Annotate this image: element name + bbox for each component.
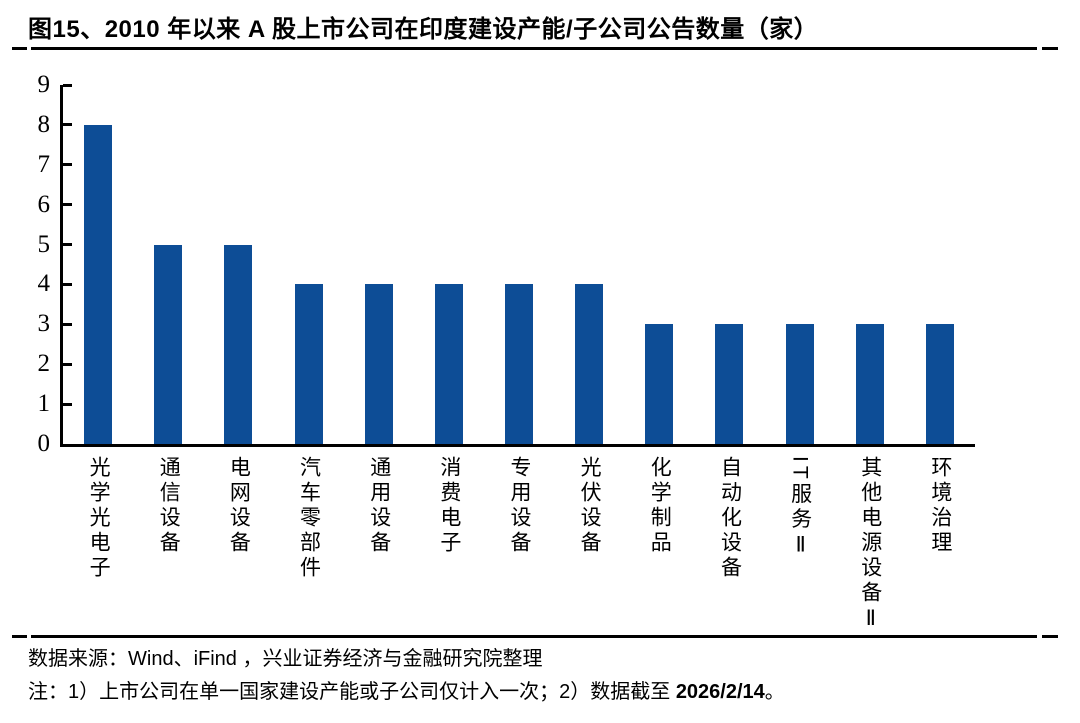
bar [505,284,533,444]
x-category-label: 专用设备 [508,456,531,556]
x-category-label: IT服务Ⅱ [788,456,812,561]
x-category-label: 环境治理 [928,456,952,556]
bar [855,324,884,444]
y-tick-mark [63,282,72,286]
y-tick-mark [63,322,72,326]
bar [925,324,954,444]
title-divider-dash-left [12,47,27,50]
y-tick-mark [63,203,72,207]
y-tick-mark [63,123,72,127]
y-tick-label: 5 [37,230,51,258]
y-tick-mark [63,163,72,167]
bar [785,324,814,444]
y-tick-label: 9 [37,71,51,98]
bar [84,124,113,444]
bar [715,324,744,444]
y-tick-label: 8 [37,110,51,138]
title-divider [31,47,1037,50]
footer-divider-dash-left [12,635,27,638]
bar [294,284,323,444]
y-tick-mark [63,362,72,366]
bar [434,284,463,444]
bar [645,324,674,444]
x-category-label: 光伏设备 [578,456,602,556]
bar [224,244,253,444]
y-tick-label: 3 [37,310,51,338]
y-tick-label: 2 [37,350,51,378]
x-category-label: 通用设备 [367,456,391,556]
x-category-label: 光学光电子 [87,456,111,581]
y-tick-mark [63,243,72,247]
y-tick-label: 4 [37,270,51,298]
x-category-label: 电网设备 [227,456,251,556]
y-tick-label: 0 [37,430,51,457]
plot-area [60,83,975,447]
y-tick-label: 7 [37,150,51,178]
y-tick-mark [63,83,72,87]
x-axis-labels: 光学光电子 通信设备 电网设备 汽车零部件 通用设备 消费电子 专用设备 光伏设备 化学制品 自动… [63,456,975,636]
figure-title: 图15、2010 年以来 A 股上市公司在印度建设产能/子公司公告数量（家） [28,16,819,43]
x-category-label: 自动化设备 [718,456,742,581]
footnote-period: 。 [764,681,785,703]
bar [575,284,604,444]
bar [154,244,183,444]
x-category-label: 其他电源设备Ⅱ [858,456,882,634]
footnote: 注：1）上市公司在单一国家建设产能或子公司仅计入一次；2）数据截至 2026/2… [28,675,785,704]
y-tick-label: 1 [37,390,51,418]
y-tick-label: 6 [37,190,51,218]
bar [364,284,393,444]
data-source: 数据来源：Wind、iFind ，兴业证券经济与金融研究院整理 [28,648,543,670]
x-category-label: 化学制品 [648,456,672,556]
y-tick-mark [63,402,72,406]
footnote-date: 2026/2/14 [675,681,765,703]
x-category-label: 通信设备 [157,456,181,556]
x-category-label: 消费电子 [437,456,461,556]
y-axis-labels: 0 1 2 3 4 5 6 7 8 9 [0,71,51,457]
title-divider-dash-right [1042,47,1058,50]
x-category-label: 汽车零部件 [297,456,321,581]
footer-divider [31,635,1037,638]
footnote-text: 注：1）上市公司在单一国家建设产能或子公司仅计入一次；2）数据截至 [28,681,676,703]
footer-divider-dash-right [1042,635,1058,638]
